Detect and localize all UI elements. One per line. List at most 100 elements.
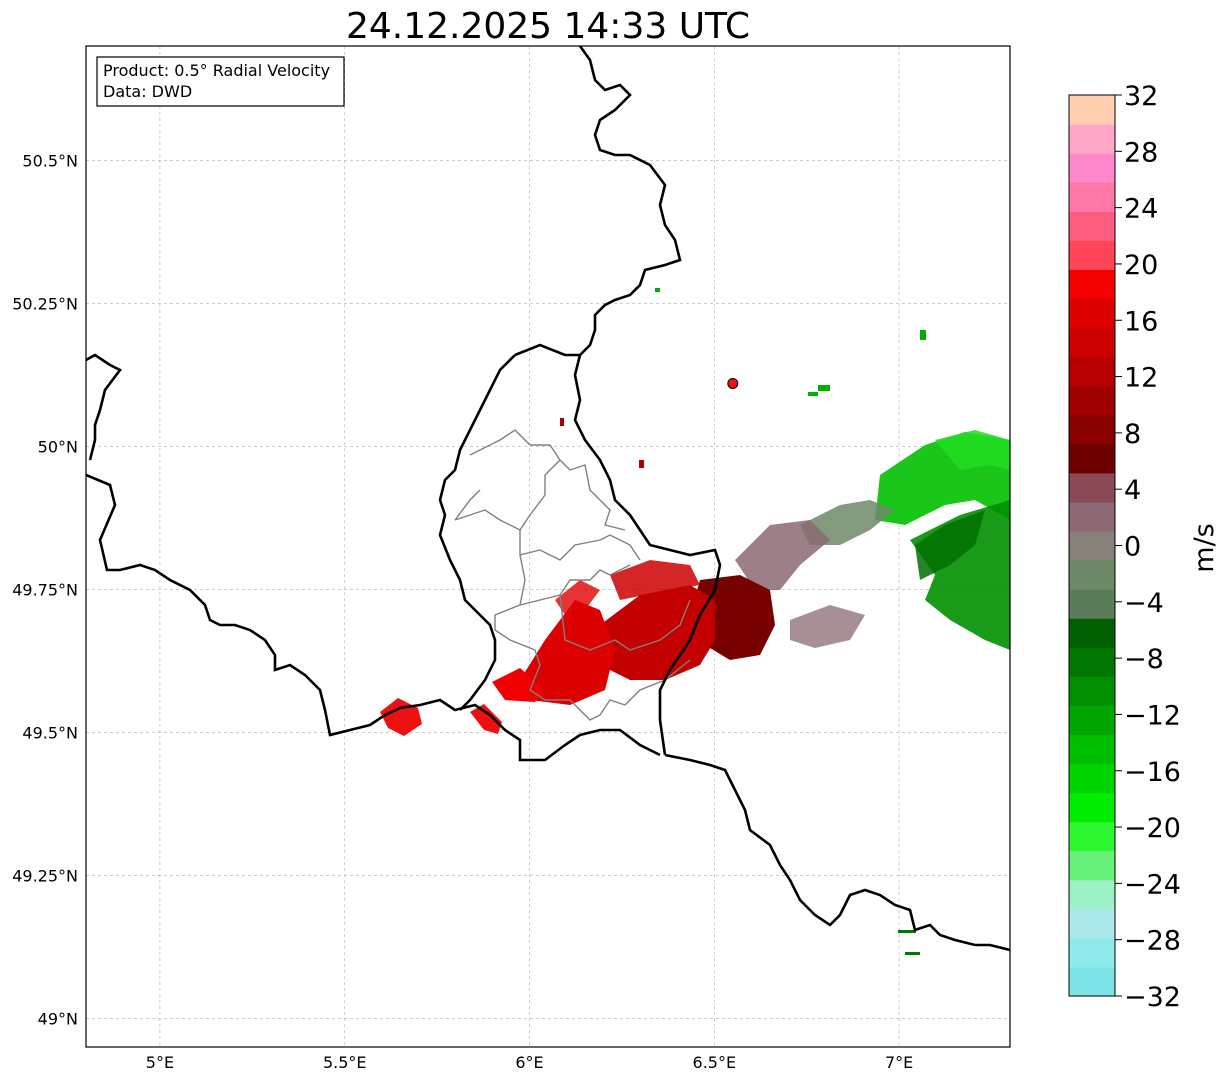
colorbar: 32 28 24 20 16 12 8 4 0 −4 −8 −12 −16 −20 −24 −28 −32 m/… xyxy=(1068,81,1220,1013)
echo-red-patch-south xyxy=(470,704,502,734)
colorbar-band xyxy=(1069,589,1115,619)
echo-speck xyxy=(905,952,920,955)
x-tick-label: 6°E xyxy=(515,1053,543,1072)
colorbar-tick-label: 4 xyxy=(1124,475,1141,506)
colorbar-tick-label: −32 xyxy=(1124,982,1181,1013)
colorbar-band xyxy=(1069,414,1115,445)
echo-speck xyxy=(898,930,916,933)
border-belgium-west xyxy=(86,473,661,762)
colorbar-band xyxy=(1069,676,1115,706)
echo-red-upper xyxy=(610,560,700,600)
radar-site-marker xyxy=(727,377,739,389)
colorbar-tick-label: 16 xyxy=(1124,306,1158,337)
border-germany-east xyxy=(578,46,682,356)
colorbar-band xyxy=(1069,850,1115,881)
colorbar-tick-label: −20 xyxy=(1124,813,1181,844)
border-france-east xyxy=(664,753,1010,952)
colorbar-band xyxy=(1069,472,1115,503)
colorbar-band xyxy=(1069,792,1115,823)
echo-speck xyxy=(560,418,564,426)
x-tick-label: 5°E xyxy=(146,1053,174,1072)
y-tick-label: 49.25°N xyxy=(12,866,78,885)
colorbar-band xyxy=(1069,269,1115,300)
y-tick-label: 50.25°N xyxy=(12,294,78,313)
echo-grey-tail xyxy=(790,605,865,648)
info-data-source: Data: DWD xyxy=(103,82,192,101)
echo-red-fringe xyxy=(492,668,545,702)
info-box-frame xyxy=(96,56,345,107)
colorbar-band xyxy=(1069,385,1115,416)
echo-speck xyxy=(639,460,644,468)
y-tick-label: 50°N xyxy=(38,437,78,456)
y-tick-label: 49°N xyxy=(38,1009,78,1028)
y-axis-ticks: 50.5°N 50.25°N 50°N 49.75°N 49.5°N 49.25°N 49°… xyxy=(12,151,78,1028)
colorbar-tick-label: −28 xyxy=(1124,926,1181,957)
colorbar-tick-label: −12 xyxy=(1124,700,1181,731)
y-tick-label: 49.5°N xyxy=(22,723,78,742)
x-tick-label: 6.5°E xyxy=(693,1053,737,1072)
colorbar-tick-label: −16 xyxy=(1124,757,1181,788)
colorbar-band xyxy=(1069,821,1115,852)
colorbar-tick-label: 8 xyxy=(1124,419,1141,450)
colorbar-band xyxy=(1069,95,1115,125)
colorbar-band xyxy=(1069,443,1115,474)
colorbar-band xyxy=(1069,647,1115,677)
colorbar-band xyxy=(1069,734,1115,765)
colorbar-band xyxy=(1069,240,1115,270)
map-frame xyxy=(85,45,1011,1048)
colorbar-band xyxy=(1069,560,1115,590)
colorbar-band xyxy=(1069,211,1115,241)
colorbar-band xyxy=(1069,966,1115,997)
colorbar-tick-label: 0 xyxy=(1124,532,1141,563)
echo-red-left xyxy=(520,600,615,705)
figure-title: 24.12.2025 14:33 UTC xyxy=(346,6,750,47)
echo-green-light xyxy=(935,430,1010,470)
echo-speck xyxy=(808,392,818,396)
map-area: Product: 0.5° Radial Velocity Data: DWD xyxy=(85,45,1011,1048)
border-belgium-north xyxy=(86,353,122,461)
colorbar-tick-label: −24 xyxy=(1124,869,1181,900)
colorbar-ticks: 32 28 24 20 16 12 8 4 0 −4 −8 −12 −16 −20 −24 −28 −32 xyxy=(1115,81,1181,1013)
colorbar-band xyxy=(1069,618,1115,648)
colorbar-band xyxy=(1069,763,1115,794)
colorbar-band xyxy=(1069,182,1115,212)
x-tick-label: 7°E xyxy=(885,1053,913,1072)
colorbar-tick-label: 32 xyxy=(1124,81,1158,112)
echo-red-streaks xyxy=(555,580,600,615)
echo-green-strip xyxy=(915,510,985,580)
colorbar-band xyxy=(1069,298,1115,329)
echo-speck xyxy=(818,385,830,391)
x-tick-label: 5.5°E xyxy=(323,1053,367,1072)
y-tick-label: 49.75°N xyxy=(12,580,78,599)
echo-speck xyxy=(655,288,660,292)
colorbar-band xyxy=(1069,501,1115,532)
colorbar-tick-label: 28 xyxy=(1124,137,1158,168)
gridlines xyxy=(86,46,1010,1047)
colorbar-band xyxy=(1069,879,1115,910)
colorbar-band xyxy=(1069,153,1115,183)
info-product: Product: 0.5° Radial Velocity xyxy=(103,61,330,80)
x-axis-ticks: 5°E 5.5°E 6°E 6.5°E 7°E xyxy=(146,1053,913,1072)
colorbar-band xyxy=(1069,705,1115,736)
colorbar-tick-label: −4 xyxy=(1124,588,1164,619)
colorbar-band xyxy=(1069,937,1115,968)
y-tick-label: 50.5°N xyxy=(22,151,78,170)
colorbar-band xyxy=(1069,908,1115,939)
echo-grey-zone xyxy=(735,520,830,590)
colorbar-unit-label: m/s xyxy=(1189,523,1220,572)
border-luxembourg xyxy=(438,343,722,756)
colorbar-tick-label: 12 xyxy=(1124,363,1158,394)
colorbar-band xyxy=(1069,124,1115,154)
colorbar-tick-label: 24 xyxy=(1124,194,1158,225)
colorbar-band xyxy=(1069,530,1115,561)
colorbar-tick-label: 20 xyxy=(1124,250,1158,281)
colorbar-band xyxy=(1069,327,1115,358)
echo-speck xyxy=(920,330,926,340)
colorbar-tick-label: −8 xyxy=(1124,644,1164,675)
boundaries xyxy=(86,46,1010,952)
colorbar-bands xyxy=(1069,95,1115,997)
map-background xyxy=(86,46,1010,1047)
district-boundaries xyxy=(454,429,691,721)
colorbar-band xyxy=(1069,356,1115,387)
